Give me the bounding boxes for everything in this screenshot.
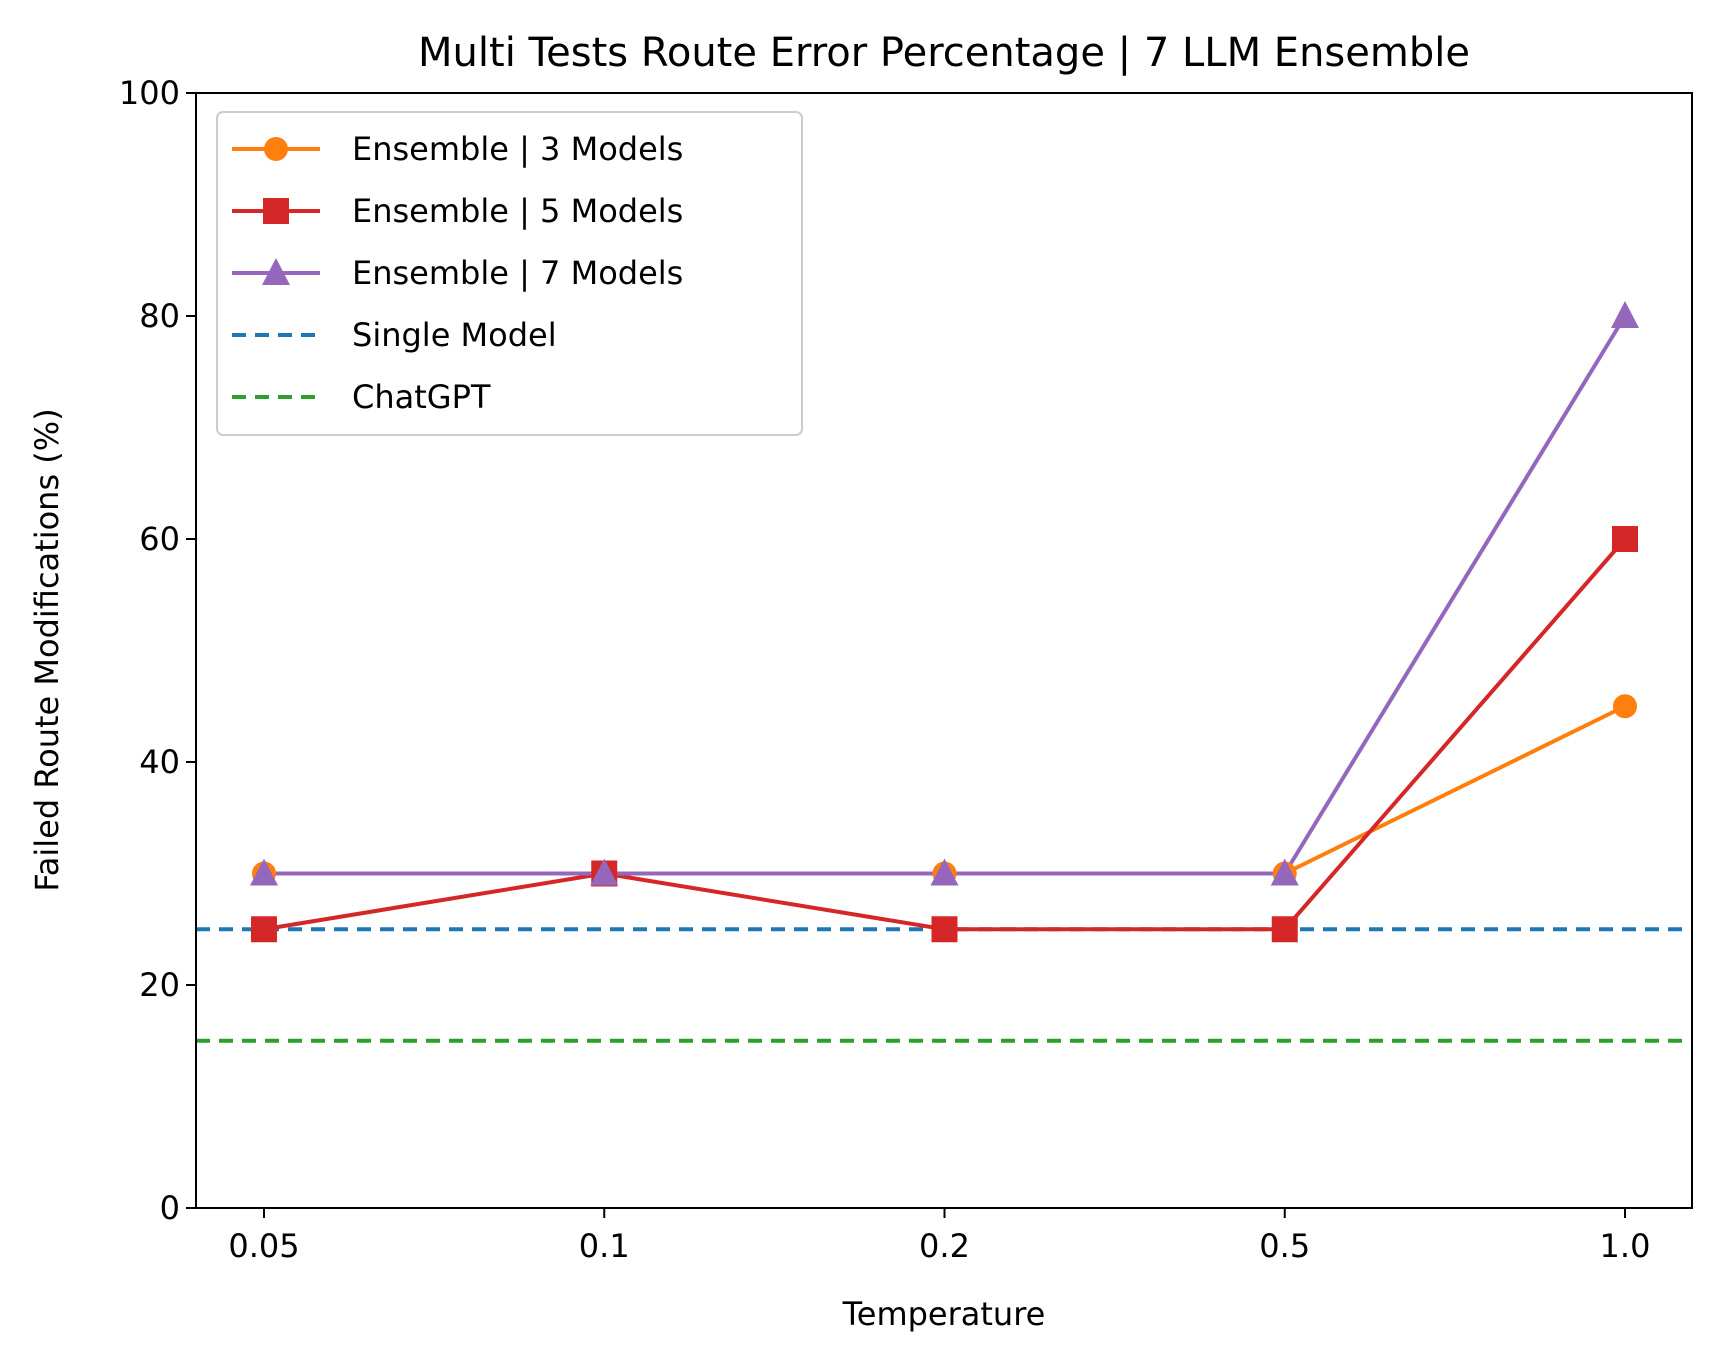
x-axis-label: Temperature [842,1295,1046,1333]
data-point [1271,916,1298,943]
y-axis-ticks: 0 20 40 60 80 100 [119,74,196,1227]
x-tick-label: 0.1 [579,1227,630,1265]
y-tick-label: 20 [139,966,180,1004]
data-point [1611,301,1639,328]
legend-label: Single Model [352,316,557,354]
y-axis-label: Failed Route Modifications (%) [28,408,66,891]
y-tick-label: 100 [119,74,180,112]
data-point [930,858,959,886]
data-point [1270,858,1299,886]
legend-label: Ensemble | 3 Models [352,130,683,168]
legend-label: Ensemble | 7 Models [352,254,683,292]
x-axis-ticks: 0.05 0.1 0.2 0.5 1.0 [228,1208,1650,1265]
legend-label: ChatGPT [352,378,491,416]
x-tick-label: 0.05 [228,1227,299,1265]
y-tick-label: 60 [139,520,180,558]
y-tick-label: 0 [160,1189,180,1227]
x-tick-label: 1.0 [1600,1227,1651,1265]
data-point [251,916,277,943]
data-point [250,858,278,886]
x-tick-label: 0.5 [1259,1227,1310,1265]
y-tick-label: 40 [139,743,180,781]
x-tick-label: 0.2 [919,1227,970,1265]
chart-title: Multi Tests Route Error Percentage | 7 L… [418,30,1470,76]
legend-swatch-marker [263,198,289,224]
data-point [1613,694,1637,719]
legend-box [216,111,803,436]
legend-swatch-marker [262,258,290,285]
data-point [1612,526,1638,552]
series-markers [250,301,1639,943]
data-point [590,858,619,886]
legend-swatch-marker [264,137,288,161]
y-tick-label: 80 [139,297,180,335]
legend: Ensemble | 3 Models Ensemble | 5 Models En… [216,111,803,436]
data-point [931,916,958,943]
legend-label: Ensemble | 5 Models [352,192,683,230]
